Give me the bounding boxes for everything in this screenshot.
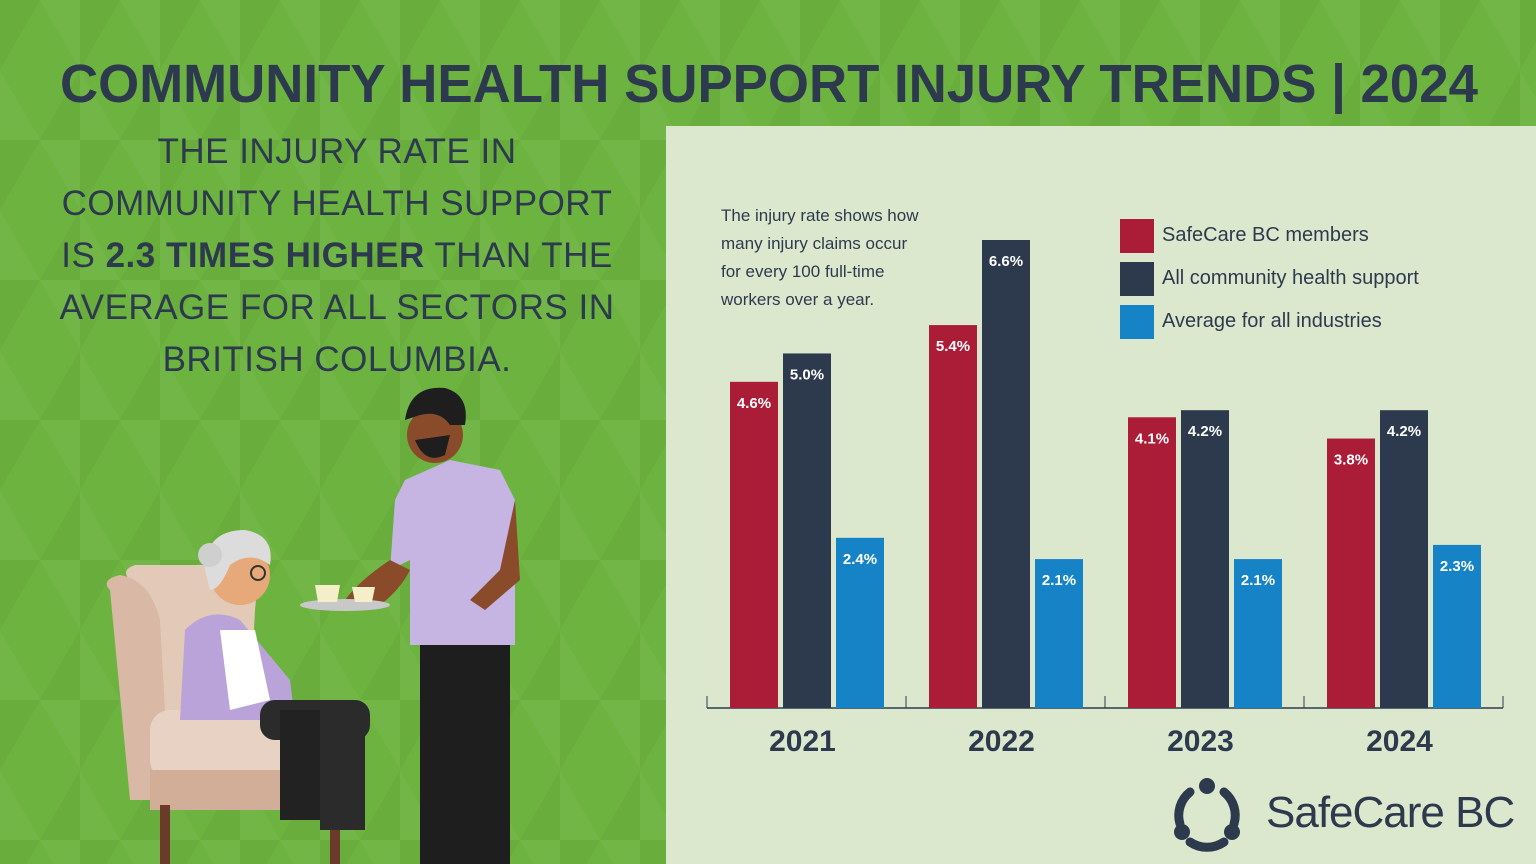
legend-swatch bbox=[1120, 261, 1154, 296]
x-tick-label: 2021 bbox=[769, 725, 836, 758]
bar-2024-series-0 bbox=[1327, 438, 1375, 708]
logo-text: SafeCare BC bbox=[1266, 788, 1515, 837]
elderly-woman bbox=[180, 530, 370, 830]
safecare-logo-icon bbox=[1174, 778, 1240, 852]
bar-2021-series-1 bbox=[783, 353, 831, 708]
bar-2023-series-2 bbox=[1234, 559, 1282, 708]
legend-label: All community health support bbox=[1162, 267, 1419, 289]
legend-swatch bbox=[1120, 304, 1154, 339]
page-title-text: COMMUNITY HEALTH SUPPORT INJURY TRENDS |… bbox=[60, 54, 1478, 115]
data-label: 2.4% bbox=[843, 551, 877, 568]
data-label: 6.6% bbox=[989, 253, 1023, 270]
bar-2023-series-0 bbox=[1128, 417, 1176, 708]
headline-emphasis: 2.3 TIMES HIGHER bbox=[105, 236, 425, 275]
x-tick-label: 2024 bbox=[1366, 725, 1433, 758]
bar-2024-series-1 bbox=[1380, 410, 1428, 708]
data-label: 4.2% bbox=[1188, 423, 1222, 440]
bar-2021-series-2 bbox=[836, 537, 884, 708]
headline-line: COMMUNITY HEALTH SUPPORT bbox=[61, 184, 613, 223]
data-label: 2.1% bbox=[1241, 572, 1275, 589]
note-line: for every 100 full-time bbox=[721, 262, 885, 281]
data-label: 4.6% bbox=[737, 395, 771, 412]
chart-note: The injury rate shows how many injury cl… bbox=[721, 202, 918, 314]
legend-label: SafeCare BC members bbox=[1162, 224, 1369, 246]
x-tick-label: 2023 bbox=[1167, 725, 1234, 758]
safecare-logo: SafeCare BC bbox=[1168, 774, 1515, 852]
legend-label: Average for all industries bbox=[1162, 310, 1382, 332]
bar-2023-series-1 bbox=[1181, 410, 1229, 708]
data-label: 5.4% bbox=[936, 338, 970, 355]
note-line: The injury rate shows how bbox=[721, 206, 919, 225]
headline-text: THAN THE bbox=[424, 236, 613, 275]
x-tick-label: 2022 bbox=[968, 725, 1035, 758]
headline-line: IS 2.3 TIMES HIGHER THAN THE bbox=[30, 230, 644, 282]
note-line: workers over a year. bbox=[721, 290, 875, 309]
chart-legend: SafeCare BC members All community health… bbox=[1120, 214, 1419, 343]
headline-line: BRITISH COLUMBIA. bbox=[162, 340, 512, 379]
tea-tray bbox=[300, 585, 390, 611]
legend-item-average: Average for all industries bbox=[1120, 300, 1419, 343]
data-label: 4.1% bbox=[1135, 430, 1169, 447]
legend-swatch bbox=[1120, 218, 1154, 253]
data-label: 2.3% bbox=[1440, 558, 1474, 575]
caregiver-illustration bbox=[106, 387, 520, 864]
headline-line: AVERAGE FOR ALL SECTORS IN bbox=[59, 288, 615, 327]
bar-2022-series-2 bbox=[1035, 559, 1083, 708]
bar-2021-series-0 bbox=[730, 381, 778, 708]
data-label: 3.8% bbox=[1334, 452, 1368, 469]
bar-2022-series-1 bbox=[982, 240, 1030, 708]
data-label: 4.2% bbox=[1387, 423, 1421, 440]
data-label: 5.0% bbox=[790, 366, 824, 383]
bar-2022-series-0 bbox=[929, 325, 977, 708]
legend-item-community: All community health support bbox=[1120, 257, 1419, 300]
caregiver-man bbox=[345, 387, 520, 864]
data-label: 2.1% bbox=[1042, 572, 1076, 589]
bar-2024-series-2 bbox=[1433, 544, 1481, 708]
headline-text: IS bbox=[61, 236, 106, 275]
headline-line: THE INJURY RATE IN bbox=[157, 132, 517, 171]
page-title: COMMUNITY HEALTH SUPPORT INJURY TRENDS |… bbox=[60, 54, 1478, 115]
headline-statement: THE INJURY RATE IN COMMUNITY HEALTH SUPP… bbox=[30, 126, 644, 386]
legend-item-safecare: SafeCare BC members bbox=[1120, 214, 1419, 257]
note-line: many injury claims occur bbox=[721, 234, 908, 253]
